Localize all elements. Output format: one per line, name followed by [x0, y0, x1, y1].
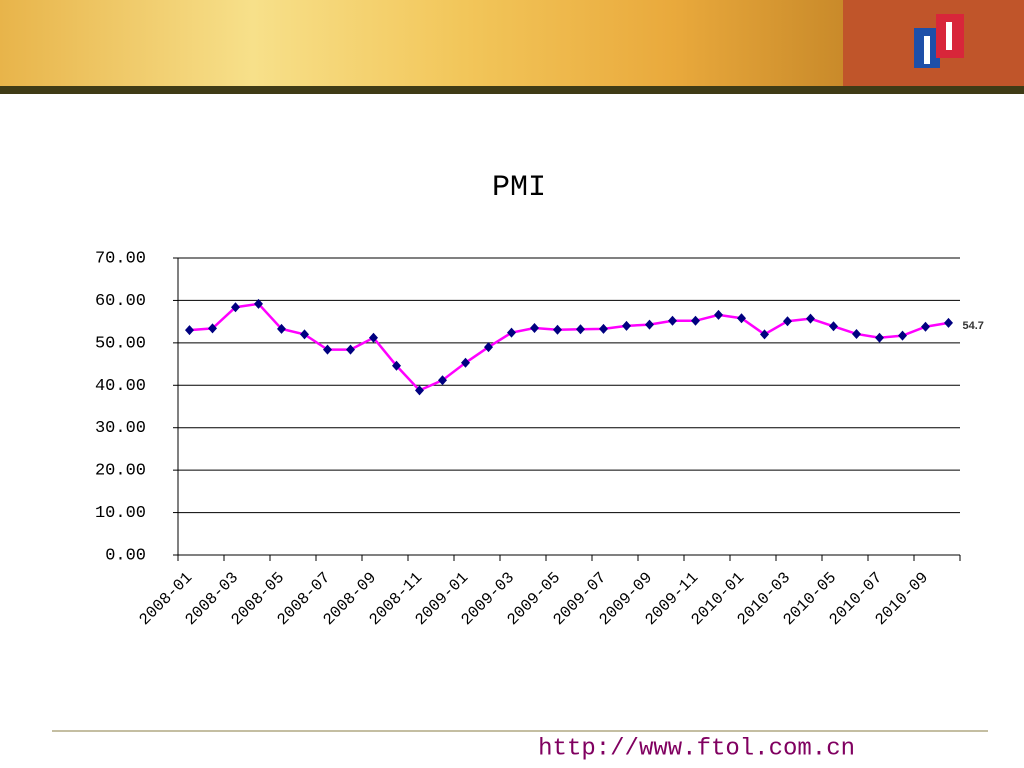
point-marker: [714, 309, 723, 320]
point-marker: [875, 332, 884, 343]
point-marker: [622, 320, 631, 331]
point-marker: [898, 330, 907, 341]
point-marker: [944, 317, 953, 328]
point-marker: [300, 329, 309, 340]
point-marker: [806, 313, 815, 324]
series-line: [189, 302, 949, 392]
y-tick-label: 20.00: [95, 462, 146, 481]
point-marker: [392, 360, 401, 371]
chart-title: PMI: [492, 171, 546, 205]
point-marker: [576, 324, 585, 335]
point-marker: [323, 344, 332, 355]
point-marker: [254, 298, 263, 309]
point-marker: [691, 315, 700, 326]
point-marker: [783, 316, 792, 327]
point-marker: [599, 323, 608, 334]
point-marker: [277, 323, 286, 334]
y-tick-label: 0.00: [105, 546, 146, 565]
point-marker: [208, 323, 217, 334]
point-marker: [852, 328, 861, 339]
y-tick-label: 50.00: [95, 334, 146, 353]
y-tick-label: 40.00: [95, 377, 146, 396]
point-marker: [415, 385, 424, 396]
y-tick-label: 60.00: [95, 292, 146, 311]
point-marker: [668, 315, 677, 326]
point-marker: [461, 357, 470, 368]
point-marker: [185, 325, 194, 336]
point-marker: [645, 319, 654, 330]
point-marker: [530, 323, 539, 334]
point-marker: [484, 342, 493, 353]
point-marker: [231, 302, 240, 313]
y-tick-label: 10.00: [95, 504, 146, 523]
point-marker: [553, 324, 562, 335]
data-label: 54.7: [963, 320, 984, 332]
point-marker: [369, 332, 378, 343]
point-marker: [438, 375, 447, 386]
logo: [914, 14, 964, 68]
point-marker: [760, 329, 769, 340]
point-marker: [346, 344, 355, 355]
point-marker: [507, 327, 516, 338]
footer-url: http://www.ftol.com.cn: [538, 735, 855, 762]
banner-strip: [0, 86, 1024, 94]
point-marker: [737, 313, 746, 324]
y-tick-label: 70.00: [95, 249, 146, 268]
point-marker: [829, 321, 838, 332]
y-tick-label: 30.00: [95, 419, 146, 438]
banner: [0, 0, 843, 87]
point-marker: [921, 321, 930, 332]
